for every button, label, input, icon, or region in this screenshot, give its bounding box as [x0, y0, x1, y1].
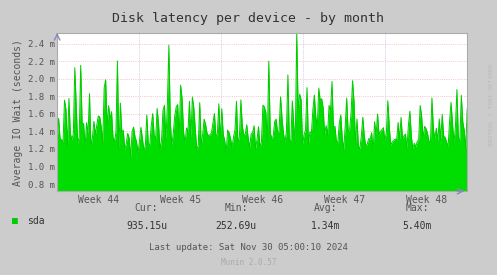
Text: 1.34m: 1.34m [311, 221, 340, 231]
Text: sda: sda [27, 216, 45, 226]
Text: Last update: Sat Nov 30 05:00:10 2024: Last update: Sat Nov 30 05:00:10 2024 [149, 243, 348, 252]
Text: Min:: Min: [224, 203, 248, 213]
Text: Max:: Max: [406, 203, 429, 213]
Y-axis label: Average IO Wait (seconds): Average IO Wait (seconds) [13, 39, 23, 186]
Text: Cur:: Cur: [135, 203, 159, 213]
Text: 252.69u: 252.69u [216, 221, 256, 231]
Text: RRDTOOL / TOBI OETIKER: RRDTOOL / TOBI OETIKER [489, 63, 494, 146]
Text: ■: ■ [12, 216, 18, 226]
Text: Avg:: Avg: [314, 203, 337, 213]
Text: 5.40m: 5.40m [403, 221, 432, 231]
Text: 935.15u: 935.15u [126, 221, 167, 231]
Text: Disk latency per device - by month: Disk latency per device - by month [112, 12, 385, 25]
Text: Munin 2.0.57: Munin 2.0.57 [221, 258, 276, 267]
